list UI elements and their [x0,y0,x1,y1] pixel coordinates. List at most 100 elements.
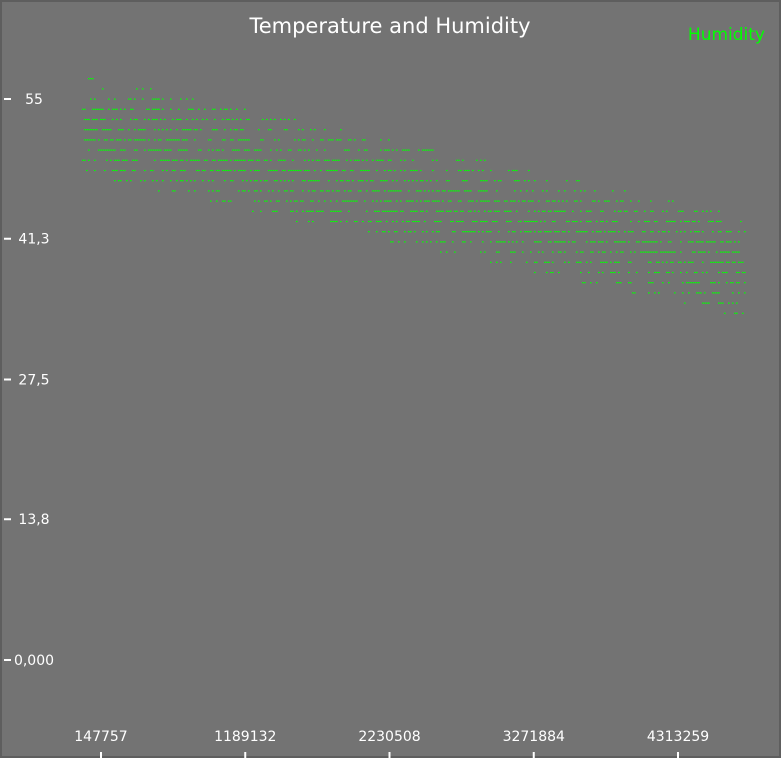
humidity-point [246,149,248,151]
humidity-point [294,139,296,141]
humidity-point [650,261,652,263]
humidity-point [554,231,556,233]
humidity-point [438,220,440,223]
humidity-point [334,220,336,223]
humidity-point [668,282,670,284]
humidity-point [706,302,708,304]
humidity-point [710,220,712,223]
humidity-point [390,241,392,243]
humidity-point [190,159,192,161]
humidity-point [542,251,544,253]
humidity-point [578,231,580,233]
humidity-point [444,190,446,192]
humidity-point [340,210,342,212]
humidity-point [98,108,100,110]
humidity-point [692,251,694,253]
humidity-point [358,180,360,182]
humidity-point [546,190,548,192]
humidity-point [114,180,116,182]
humidity-point [484,159,486,161]
humidity-point [478,210,480,212]
humidity-point [180,180,182,182]
humidity-point [118,139,120,141]
humidity-point [274,210,276,212]
humidity-point [698,231,700,233]
humidity-point [744,292,746,294]
humidity-point [728,302,730,304]
humidity-point [726,241,728,243]
humidity-point [650,210,652,212]
humidity-point [458,190,460,192]
humidity-point [580,261,582,263]
humidity-point [318,200,320,202]
humidity-point [354,220,356,223]
humidity-point [472,200,474,202]
humidity-point [412,159,414,161]
humidity-point [86,118,88,121]
humidity-point [600,220,602,223]
humidity-point [504,241,506,243]
humidity-point [684,220,686,223]
humidity-point [96,118,98,121]
humidity-point [248,159,250,161]
humidity-point [270,118,272,121]
humidity-point [636,210,638,212]
humidity-point [650,241,652,243]
humidity-point [462,210,464,212]
humidity-point [356,220,358,223]
humidity-point [126,159,128,161]
humidity-point [564,251,566,253]
humidity-point [228,118,230,121]
humidity-point [522,241,524,243]
humidity-point [180,159,182,161]
humidity-point [160,139,162,141]
humidity-point [216,200,218,202]
humidity-point [648,251,650,253]
humidity-point [204,169,206,172]
humidity-point [736,312,738,314]
humidity-point [454,231,456,233]
humidity-point [670,251,672,253]
humidity-point [720,251,722,253]
humidity-point [214,129,216,131]
humidity-point [328,169,330,172]
humidity-point [286,190,288,192]
humidity-point [350,190,352,192]
humidity-point [538,241,540,243]
humidity-point [666,210,668,212]
humidity-point [552,200,554,202]
humidity-point [334,159,336,161]
humidity-point [460,169,462,172]
humidity-point [376,210,378,212]
humidity-point [742,261,744,263]
humidity-point [464,180,466,182]
humidity-point [108,108,110,110]
humidity-point [644,220,646,223]
humidity-point [116,118,118,121]
humidity-point [736,271,738,274]
humidity-point [182,159,184,161]
humidity-point [92,139,94,141]
humidity-point [288,118,290,121]
humidity-point [242,159,244,161]
humidity-point [718,220,720,223]
humidity-point [128,139,130,141]
humidity-point [196,169,198,172]
humidity-point [210,200,212,202]
humidity-point [408,220,410,223]
humidity-point [302,210,304,212]
humidity-point [290,149,292,151]
humidity-point [158,139,160,141]
humidity-point [702,302,704,304]
humidity-point [82,108,84,110]
humidity-point [508,241,510,243]
humidity-point [240,139,242,141]
humidity-point [674,220,676,223]
humidity-point [316,159,318,161]
humidity-point [182,180,184,182]
humidity-point [106,159,108,161]
humidity-point [432,231,434,233]
humidity-point [142,139,144,141]
humidity-point [304,159,306,161]
humidity-point [140,180,142,182]
